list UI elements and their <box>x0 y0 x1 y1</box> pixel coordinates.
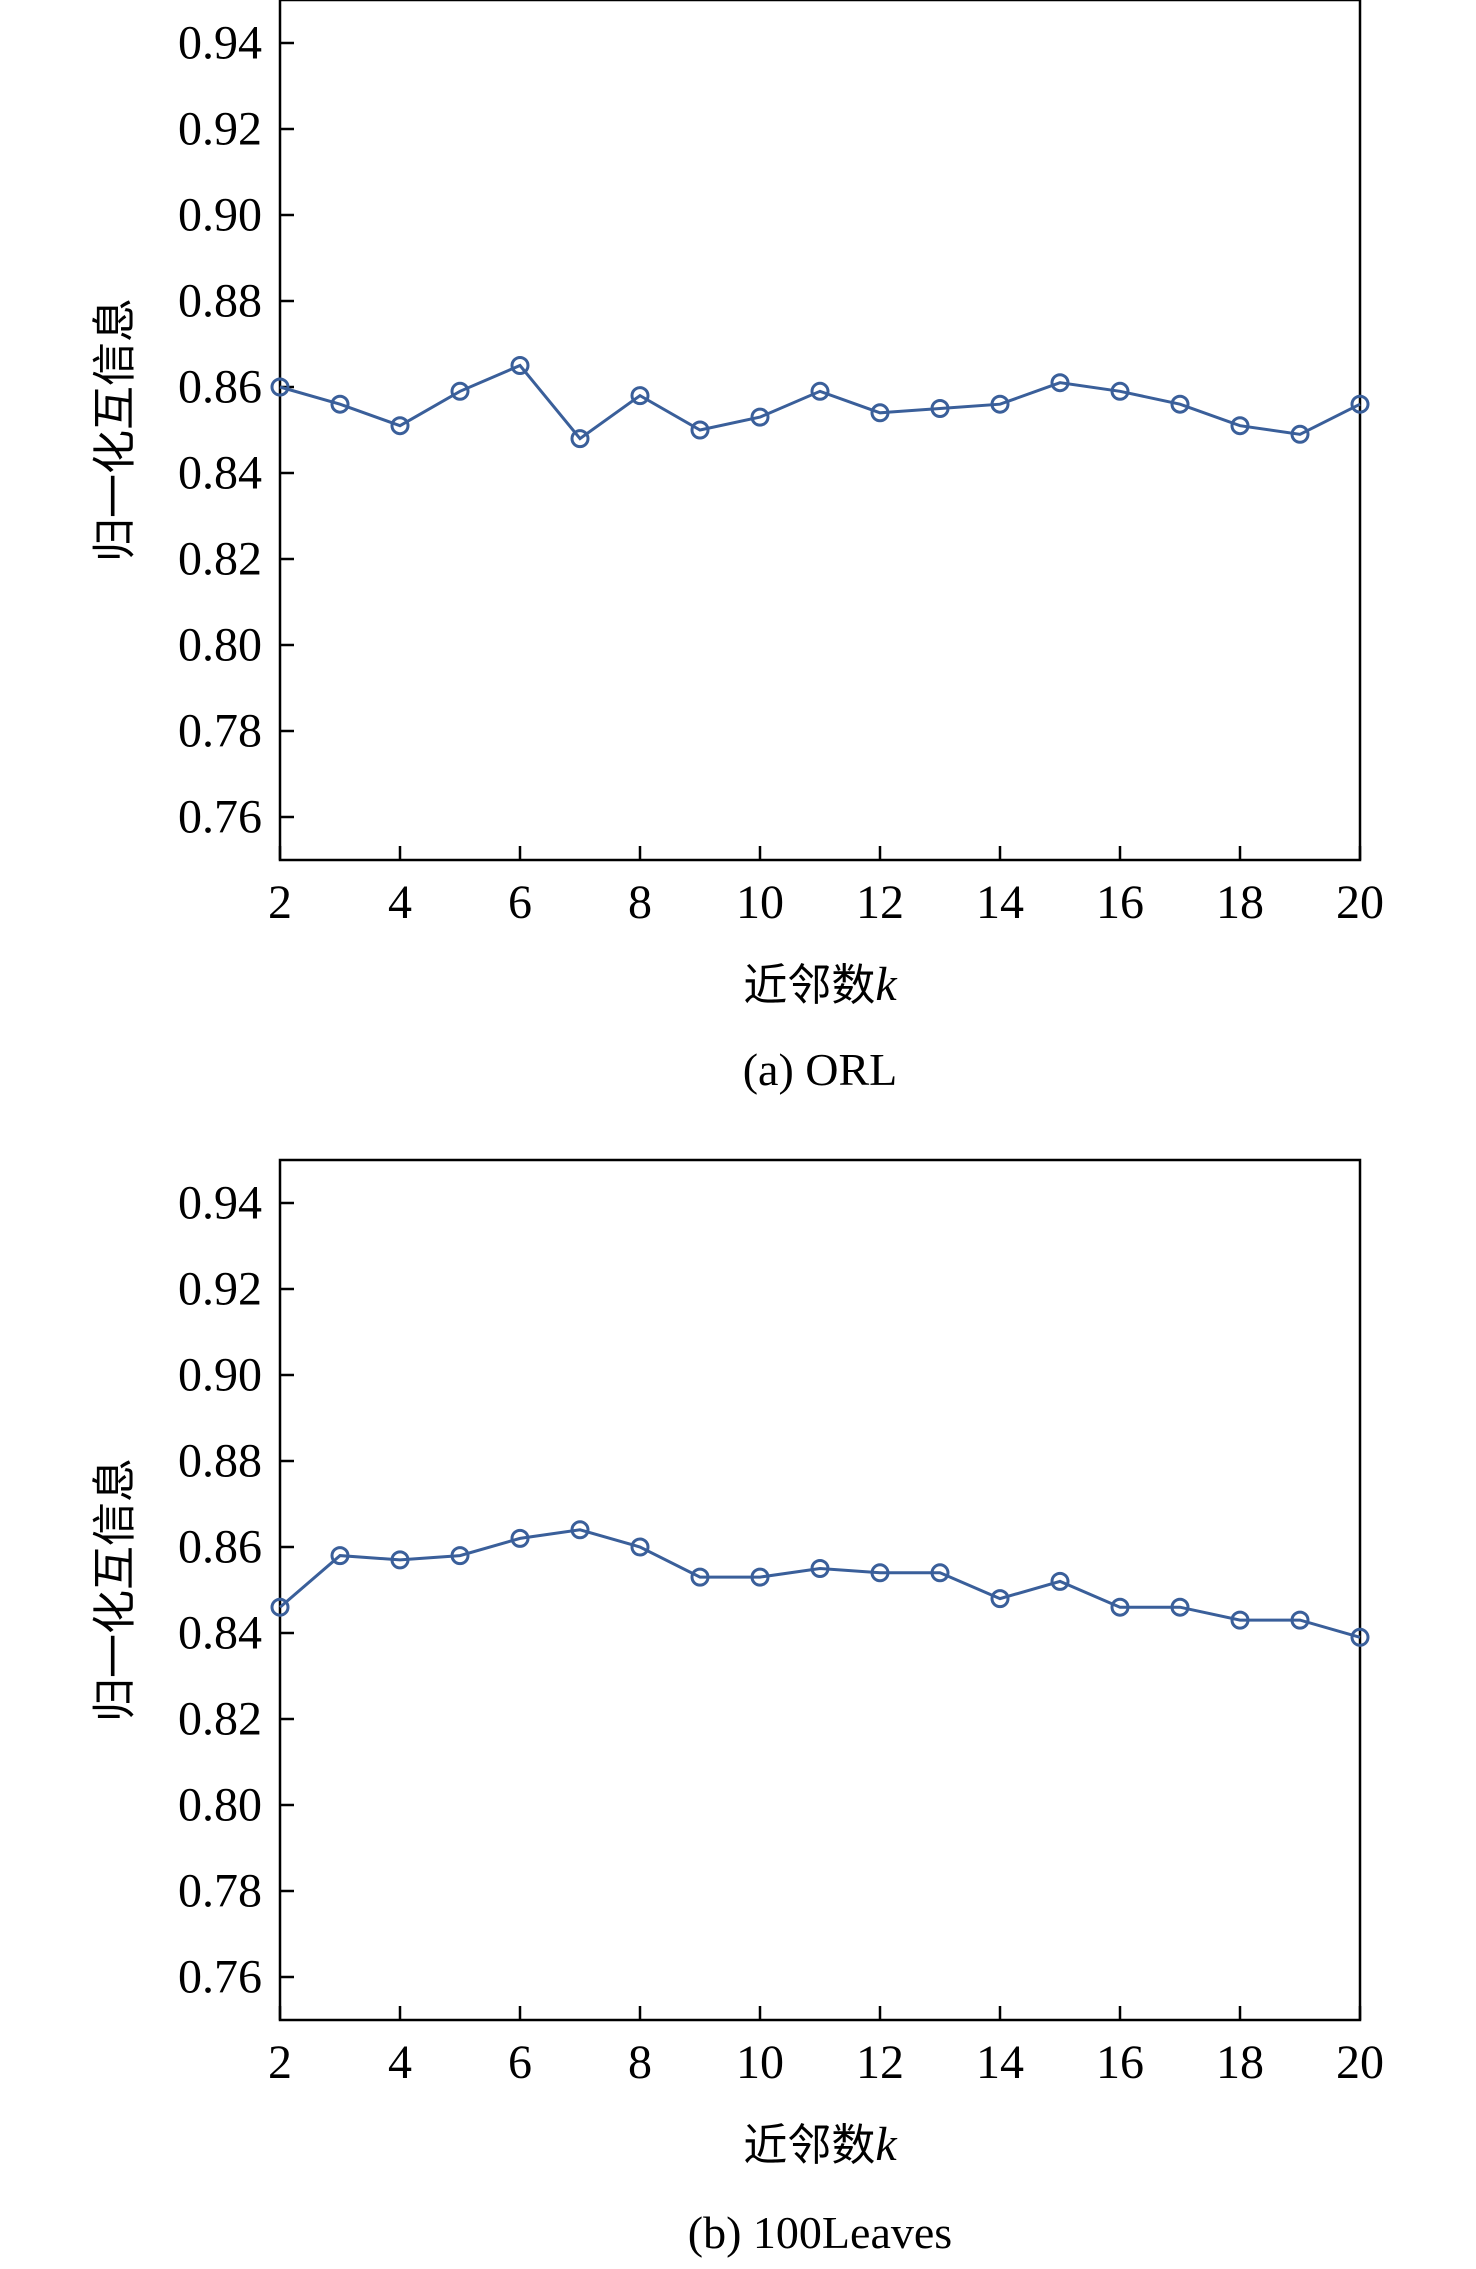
data-point <box>870 1563 890 1583</box>
data-point <box>270 377 290 397</box>
x-tick-label: 20 <box>1336 876 1384 929</box>
y-axis-label: 归一化互信息 <box>90 298 141 562</box>
data-point <box>1230 416 1250 436</box>
x-tick-label: 18 <box>1216 876 1264 929</box>
y-tick-label: 0.92 <box>178 103 262 156</box>
x-axis-label: 近邻数k <box>743 2118 898 2171</box>
data-point <box>1290 424 1310 444</box>
y-tick-label: 0.80 <box>178 1779 262 1832</box>
y-tick-label: 0.76 <box>178 1951 262 2004</box>
data-point <box>750 407 770 427</box>
x-tick-label: 4 <box>388 2036 412 2089</box>
data-point <box>690 420 710 440</box>
data-point <box>1290 1610 1310 1630</box>
data-point <box>690 1567 710 1587</box>
x-tick-label: 18 <box>1216 2036 1264 2089</box>
y-tick-label: 0.84 <box>178 447 262 500</box>
data-point <box>450 381 470 401</box>
data-point <box>390 1550 410 1570</box>
chart-panel-orl: 0.76 0.78 0.80 0.82 0.84 0.86 0.88 0.90 0.92 0.94… <box>90 0 1384 1095</box>
y-tick-label: 0.88 <box>178 1435 262 1488</box>
data-point <box>1050 1571 1070 1591</box>
x-tick-label: 8 <box>628 876 652 929</box>
x-tick-label: 2 <box>268 876 292 929</box>
x-tick-label: 10 <box>736 876 784 929</box>
x-tick-label: 6 <box>508 876 532 929</box>
data-point <box>810 381 830 401</box>
x-tick-label: 12 <box>856 876 904 929</box>
x-axis-label-var: k <box>875 2118 898 2171</box>
y-tick-label: 0.94 <box>178 1177 262 1230</box>
data-point <box>1170 394 1190 414</box>
data-point <box>1230 1610 1250 1630</box>
data-point <box>930 399 950 418</box>
x-axis-label: 近邻数k <box>743 958 898 1011</box>
y-tick-label: 0.94 <box>178 17 262 70</box>
data-point <box>930 1563 950 1583</box>
data-point <box>990 1589 1010 1609</box>
chart-caption: (a) ORL <box>743 1044 898 1095</box>
y-tick-label: 0.76 <box>178 791 262 844</box>
x-tick-label: 8 <box>628 2036 652 2089</box>
x-tick-label: 14 <box>976 876 1024 929</box>
x-axis-label-var: k <box>875 958 898 1011</box>
y-axis-label: 归一化互信息 <box>90 1458 141 1722</box>
data-point <box>330 394 350 414</box>
data-point <box>510 356 530 375</box>
data-point <box>450 1546 470 1566</box>
data-point <box>330 1546 350 1566</box>
data-point <box>1110 1597 1130 1617</box>
plot-frame <box>278 1158 1362 2022</box>
x-tick-label: 2 <box>268 2036 292 2089</box>
data-point <box>1050 373 1070 393</box>
y-tick-label: 0.90 <box>178 1349 262 1402</box>
y-tick-label: 0.92 <box>178 1263 262 1316</box>
x-tick-label: 14 <box>976 2036 1024 2089</box>
x-tick-label: 4 <box>388 876 412 929</box>
y-tick-label: 0.88 <box>178 275 262 328</box>
data-point <box>1350 394 1370 414</box>
y-tick-label: 0.86 <box>178 361 262 414</box>
series-line <box>279 363 1361 441</box>
data-point <box>1170 1597 1190 1617</box>
data-point <box>510 1528 530 1548</box>
y-tick-label: 0.78 <box>178 705 262 758</box>
x-tick-label: 20 <box>1336 2036 1384 2089</box>
y-tick-label: 0.82 <box>178 1693 262 1746</box>
data-point <box>630 386 650 406</box>
data-point <box>270 1597 290 1617</box>
data-point <box>390 416 410 436</box>
data-point <box>990 394 1010 414</box>
x-tick-label: 6 <box>508 2036 532 2089</box>
x-tick-label: 12 <box>856 2036 904 2089</box>
data-point <box>570 429 590 449</box>
data-point <box>1350 1627 1370 1647</box>
x-tick-label: 16 <box>1096 876 1144 929</box>
chart-caption: (b) 100Leaves <box>688 2207 952 2258</box>
y-tick-label: 0.82 <box>178 533 262 586</box>
chart-panel-100leaves: 0.76 0.78 0.80 0.82 0.84 0.86 0.88 0.90 0.92 0.94… <box>90 1158 1384 2258</box>
y-tick-label: 0.78 <box>178 1865 262 1918</box>
plot-frame <box>278 0 1362 862</box>
data-point <box>570 1520 590 1540</box>
data-point <box>1110 381 1130 401</box>
x-tick-label: 16 <box>1096 2036 1144 2089</box>
data-point <box>630 1537 650 1557</box>
data-point <box>750 1567 770 1587</box>
data-point <box>810 1559 830 1578</box>
y-tick-label: 0.80 <box>178 619 262 672</box>
x-tick-label: 10 <box>736 2036 784 2089</box>
data-point <box>870 403 890 423</box>
y-tick-label: 0.90 <box>178 189 262 242</box>
x-axis-label-main: 近邻数 <box>743 960 875 1011</box>
y-tick-label: 0.84 <box>178 1607 262 1660</box>
series-line <box>279 1528 1361 1639</box>
y-tick-label: 0.86 <box>178 1521 262 1574</box>
x-axis-label-main: 近邻数 <box>743 2120 875 2171</box>
